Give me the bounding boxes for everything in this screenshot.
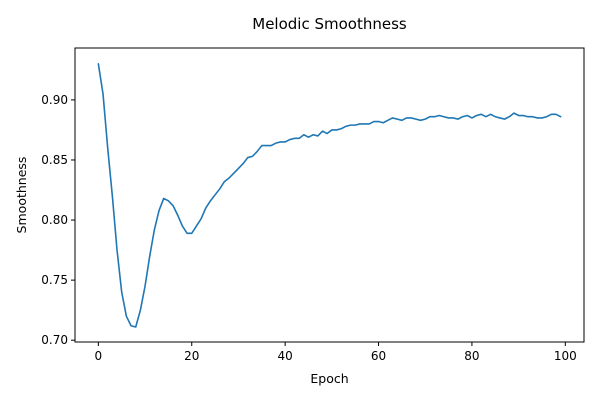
x-tick-label: 40 <box>277 349 292 363</box>
y-tick-label: 0.75 <box>41 273 68 287</box>
x-tick-label: 80 <box>464 349 479 363</box>
y-tick-label: 0.85 <box>41 153 68 167</box>
series-layer <box>97 63 562 328</box>
x-axis-label: Epoch <box>310 371 348 386</box>
x-tick-label: 100 <box>554 349 577 363</box>
x-tick-label: 60 <box>371 349 386 363</box>
chart-title: Melodic Smoothness <box>252 15 407 33</box>
series-line <box>97 63 562 328</box>
plot-frame <box>74 47 585 343</box>
y-axis-ticks: 0.70 0.75 0.80 0.85 0.90 <box>41 93 75 347</box>
x-tick-label: 20 <box>184 349 199 363</box>
y-tick-label: 0.70 <box>41 333 68 347</box>
x-tick-label: 0 <box>95 349 103 363</box>
x-axis-ticks: 0 20 40 60 80 100 <box>95 342 577 363</box>
y-axis-label: Smoothness <box>14 157 29 234</box>
y-tick-label: 0.90 <box>41 93 68 107</box>
y-tick-label: 0.80 <box>41 213 68 227</box>
